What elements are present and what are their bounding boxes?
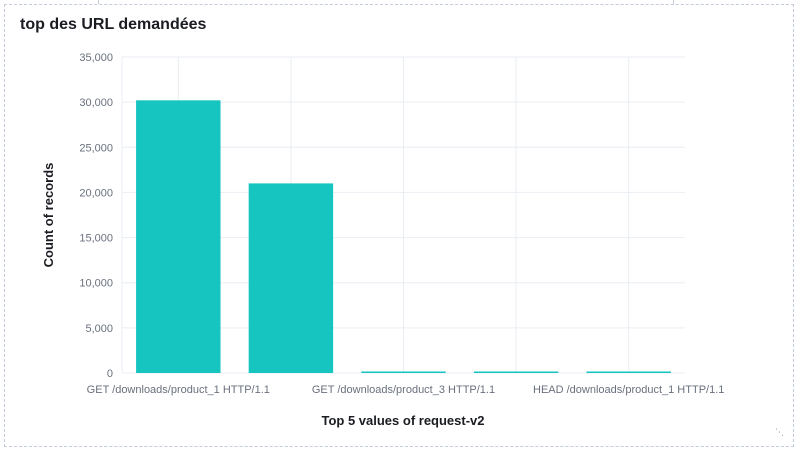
x-axis-label: Top 5 values of request-v2 <box>321 413 484 428</box>
y-tick-label: 0 <box>107 368 113 380</box>
y-axis-ticks: 0 5,000 10,000 15,000 20,000 25,000 30,000 35,0… <box>79 52 113 380</box>
bar[interactable] <box>473 371 559 374</box>
y-tick-label: 35,000 <box>79 52 113 64</box>
y-tick-label: 30,000 <box>79 97 113 109</box>
bar[interactable] <box>136 100 221 373</box>
y-tick-label: 20,000 <box>79 187 113 199</box>
y-tick-label: 25,000 <box>79 142 113 154</box>
y-axis-label: Count of records <box>41 163 56 268</box>
x-tick-label: HEAD /downloads/product_1 HTTP/1.1 <box>533 384 724 396</box>
chart-bars <box>136 100 671 373</box>
resize-handle-icon[interactable]: ⋱ <box>775 427 784 437</box>
x-tick-label: GET /downloads/product_1 HTTP/1.1 <box>87 384 270 396</box>
bar[interactable] <box>361 371 446 374</box>
x-tick-label: GET /downloads/product_3 HTTP/1.1 <box>312 384 495 396</box>
panel-title: top des URL demandées <box>20 16 207 33</box>
bar[interactable] <box>248 183 334 373</box>
y-tick-label: 15,000 <box>79 233 113 245</box>
x-axis-ticks: GET /downloads/product_1 HTTP/1.1 GET /do… <box>87 384 725 396</box>
y-tick-label: 10,000 <box>79 278 113 290</box>
bar[interactable] <box>586 371 671 374</box>
y-tick-label: 5,000 <box>85 323 113 335</box>
